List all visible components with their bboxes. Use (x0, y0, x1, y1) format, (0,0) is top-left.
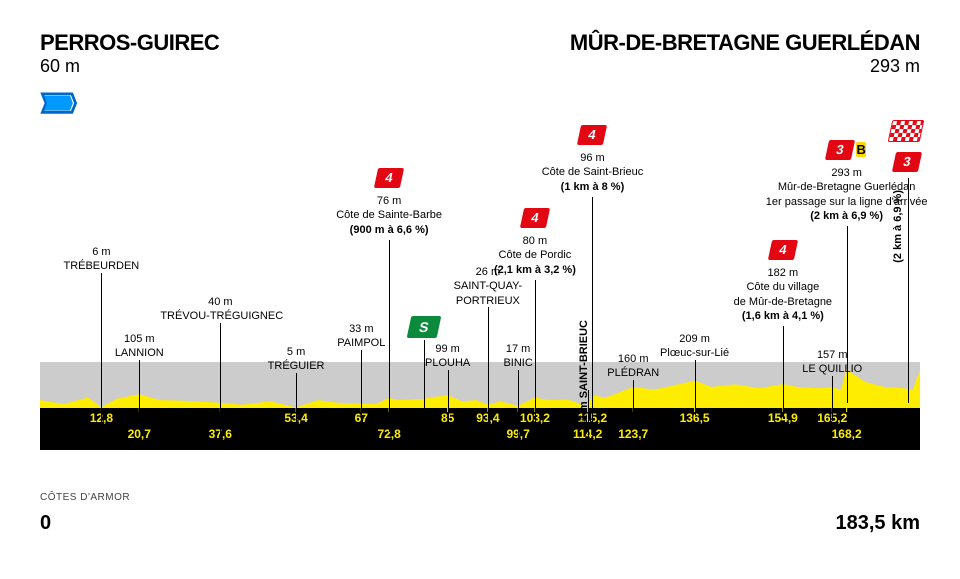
climb-marker: 480 mCôte de Pordic(2,1 km à 3,2 %) (445, 208, 625, 277)
finish-detail: (2 km à 6,9 %) (892, 190, 904, 263)
waypoint: 209 mPlœuc-sur-Lié (635, 332, 755, 361)
category-flag-icon: 4 (768, 240, 798, 260)
category-flag-icon: 4 (374, 168, 404, 188)
svg-text:168,2: 168,2 (832, 427, 862, 441)
waypoint: 17 mBINIC (458, 342, 578, 371)
waypoint: 40 mTRÉVOU-TRÉGUIGNEC (160, 295, 280, 324)
climb-marker: 496 mCôte de Saint-Brieuc(1 km à 8 %) (502, 125, 682, 194)
km-start-label: 0 (40, 512, 51, 535)
category-flag-icon: 3 (825, 140, 855, 160)
start-city: PERROS-GUIREC (40, 30, 219, 56)
sprint-marker: S (409, 316, 439, 338)
waypoint: 157 mLE QUILLIO (772, 348, 892, 377)
waypoint: 6 mTRÉBEURDEN (41, 245, 161, 274)
waypoint: 105 mLANNION (79, 332, 199, 361)
region-label: CÔTES D'ARMOR (40, 492, 130, 503)
km-total-label: 183,5 km (835, 512, 920, 535)
category-flag-icon: 4 (520, 208, 550, 228)
finish-city: MÛR-DE-BRETAGNE GUERLÉDAN (570, 30, 920, 56)
stage-profile-container: PERROS-GUIREC 60 m MÛR-DE-BRETAGNE GUERL… (40, 30, 920, 520)
finish-flag-icon (888, 120, 925, 142)
svg-text:20,7: 20,7 (128, 427, 152, 441)
profile-area: 12,820,737,653,46772,88593,499,7103,2114… (40, 90, 920, 450)
finish-marker: 3 (890, 120, 924, 172)
svg-text:123,7: 123,7 (618, 427, 648, 441)
bonus-flag-icon: B (856, 142, 865, 157)
sprint-flag-icon: S (406, 316, 441, 338)
category-flag-icon: 3 (892, 152, 922, 172)
category-flag-icon: 4 (577, 125, 607, 145)
